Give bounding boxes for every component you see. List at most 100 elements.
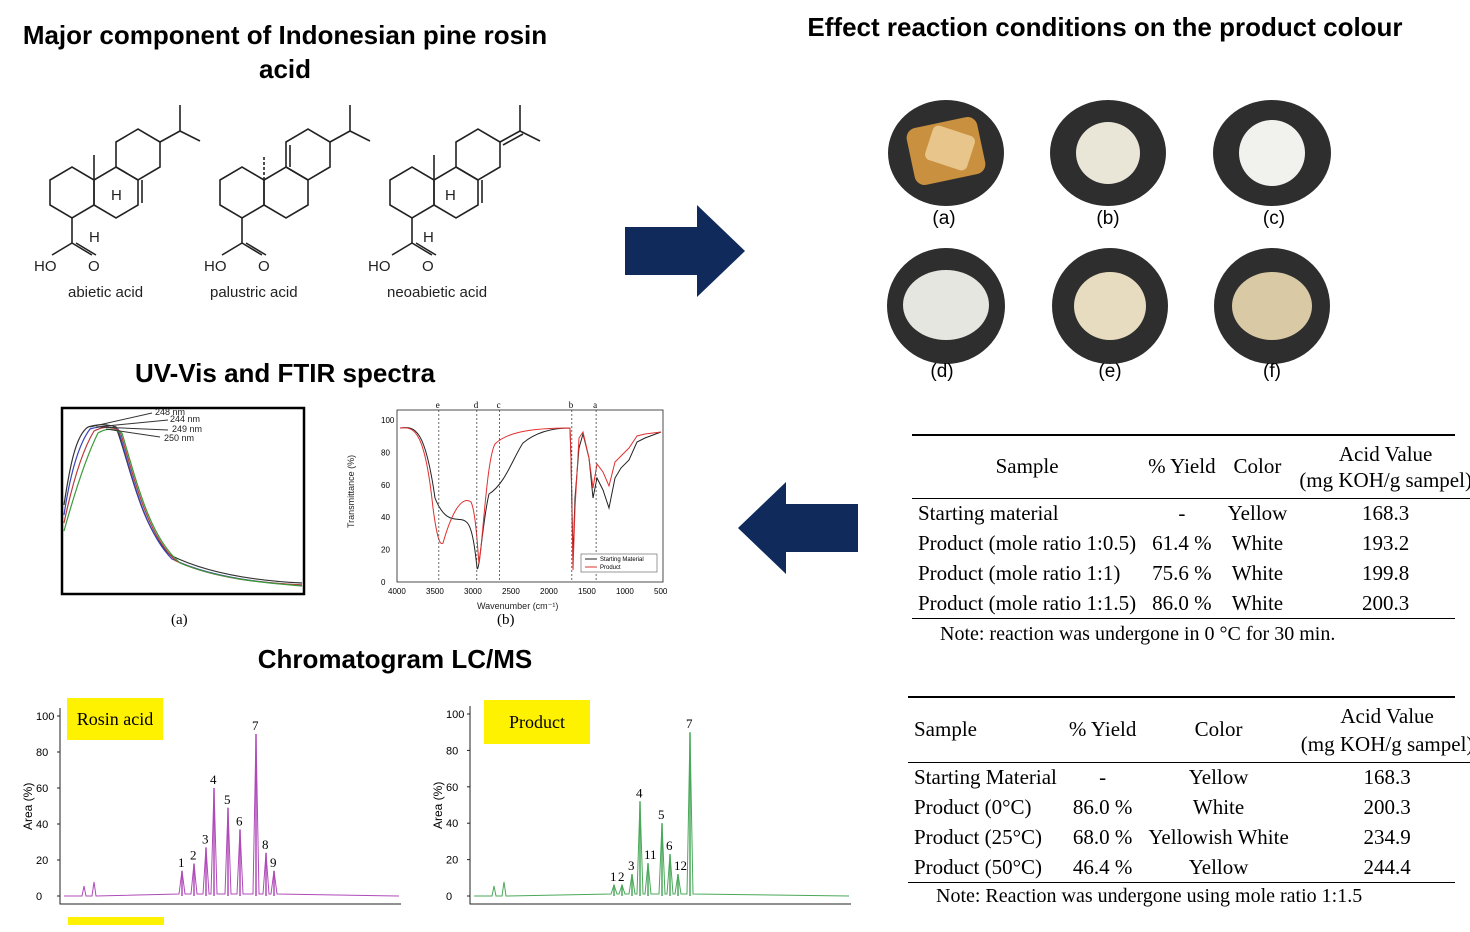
product-tag: Product	[484, 700, 590, 744]
ftir-x-tick: 2500	[502, 587, 520, 596]
abietic-h-bottom: H	[89, 229, 100, 246]
t1-cell: 86.0 %	[1152, 590, 1212, 615]
chrom-y-tick: 60	[36, 783, 48, 795]
ftir-y-tick: 60	[381, 481, 390, 490]
t1-cell: Yellow	[1227, 500, 1288, 525]
uvvis-label-244: 244 nm	[170, 414, 200, 424]
neoabietic-h-top: H	[445, 187, 456, 204]
ftir-panel-label: (b)	[497, 612, 515, 628]
t1-header-acid: Acid Value	[1338, 441, 1433, 466]
palustric-ho: HO	[204, 258, 227, 275]
ftir-x-tick: 1500	[578, 587, 596, 596]
t2-cell: Starting Material	[914, 764, 1057, 789]
photo-label-d: (d)	[930, 361, 954, 382]
t1-header-acid-unit: (mg KOH/g sampel)	[1299, 467, 1470, 492]
t2-header-yield: % Yield	[1068, 717, 1137, 742]
photo-c	[1213, 100, 1331, 206]
palustric-acid-structure	[219, 105, 371, 256]
chrom-trace	[474, 732, 850, 897]
palustric-acid-label: palustric acid	[210, 284, 298, 301]
t2-cell: Yellow	[1188, 854, 1249, 879]
chrom-y-tick: 40	[446, 818, 458, 830]
chrom-peak-label: 1	[610, 869, 617, 884]
ftir-xlabel: Wavenumber (cm⁻¹)	[477, 601, 558, 611]
chrom-y-tick: 100	[36, 711, 54, 723]
chrom-peak-label: 6	[666, 838, 673, 853]
ftir-marker-label: e	[436, 400, 440, 410]
t1-row: Starting material - Yellow 168.3	[912, 498, 1470, 528]
ftir-marker-label: c	[497, 400, 501, 410]
chrom-peak-label: 2	[618, 869, 625, 884]
arrow-left-shape	[738, 482, 858, 574]
palustric-o: O	[258, 258, 270, 275]
ftir-x-tick: 500	[654, 587, 668, 596]
ftir-y-tick: 80	[381, 448, 390, 457]
heading-chromatogram: Chromatogram LC/MS	[257, 644, 533, 674]
ftir-product-line	[399, 427, 662, 571]
results-table-temperature: Sample % Yield Color Acid Value (mg KOH/g…	[908, 696, 1470, 908]
t1-cell: White	[1231, 590, 1284, 615]
photo-b	[1050, 100, 1166, 206]
chrom-peak-label: 2	[190, 848, 197, 863]
chrom-y-tick: 20	[36, 855, 48, 867]
chrom-y-tick: 20	[446, 855, 458, 867]
arrow-left-icon	[738, 482, 858, 574]
t1-row: Product (mole ratio 1:1.5) 86.0 % White 200…	[912, 588, 1470, 618]
abietic-h-top: H	[111, 187, 122, 204]
t1-cell: 61.4 %	[1152, 530, 1212, 555]
chrom-peak-label: 6	[236, 813, 243, 828]
t1-cell: White	[1231, 530, 1284, 555]
t2-note: Note: Reaction was undergone using mole …	[936, 885, 1363, 907]
ftir-frame	[396, 409, 664, 583]
photo-label-c: (c)	[1262, 208, 1286, 229]
chrom-y-tick: 80	[36, 747, 48, 759]
ftir-y-tick: 100	[381, 416, 395, 425]
t1-row: Product (mole ratio 1:1) 75.6 % White 199.8	[912, 558, 1470, 588]
t2-cell: Product (25°C)	[914, 824, 1042, 849]
chrom-y-tick: 80	[446, 745, 458, 757]
ftir-x-tick: 4000	[388, 587, 406, 596]
t2-cell: Product (50°C)	[914, 854, 1042, 879]
chrom-axis	[59, 708, 401, 905]
results-table-mole-ratio: Sample % Yield Color Acid Value (mg KOH/g…	[912, 434, 1470, 646]
ftir-x-tick: 1000	[616, 587, 634, 596]
photo-e	[1052, 248, 1168, 364]
ftir-y-tick: 20	[381, 546, 390, 555]
ftir-spectrum: 4000 3500 3000 2500 2000 1500 1000 500 0 20 40 60 80…	[346, 400, 668, 611]
chrom-y-tick: 0	[36, 891, 42, 903]
t2-row: Product (25°C) 68.0 % Yellowish White 234.9	[908, 822, 1470, 852]
t2-header-acid: Acid Value	[1340, 703, 1434, 728]
t2-header-sample: Sample	[914, 717, 977, 742]
arrow-right-shape	[625, 205, 745, 297]
uvvis-label-250: 250 nm	[164, 433, 194, 443]
uvvis-label-248: 248 nm	[155, 407, 185, 417]
t2-cell: 244.4	[1363, 854, 1411, 879]
chrom-peak-label: 11	[644, 847, 657, 862]
t2-cell: 168.3	[1363, 764, 1411, 789]
heading-rosin-components: Major component of Indonesian pine rosin…	[22, 20, 548, 84]
t1-cell: Product (mole ratio 1:1)	[918, 560, 1121, 585]
neoabietic-ho: HO	[368, 258, 391, 275]
arrow-right-icon	[625, 205, 745, 297]
abietic-acid-label: abietic acid	[68, 284, 143, 301]
t2-row: Product (0°C) 86.0 % White 200.3	[908, 792, 1470, 822]
neoabietic-h-bottom: H	[423, 229, 434, 246]
t1-cell: 199.8	[1362, 560, 1410, 585]
chrom-peak-label: 7	[252, 718, 259, 733]
t2-cell: White	[1192, 794, 1245, 819]
t2-cell: Yellow	[1188, 764, 1249, 789]
t2-row: Starting Material - Yellow 168.3	[908, 762, 1470, 792]
t1-cell: 200.3	[1362, 590, 1410, 615]
chrom-y-tick: 0	[446, 891, 452, 903]
uvvis-label-249: 249 nm	[172, 424, 202, 434]
chrom-peak-label: 4	[210, 772, 217, 787]
t2-cell: 46.4 %	[1072, 854, 1133, 879]
photo-label-f: (f)	[1263, 361, 1281, 382]
t1-cell: 193.2	[1362, 530, 1410, 555]
t2-header-acid-unit: (mg KOH/g sampel)	[1300, 731, 1470, 756]
chrom-y-tick: 60	[446, 782, 458, 794]
heading-spectra: UV-Vis and FTIR spectra	[134, 358, 436, 388]
ftir-x-tick: 3500	[426, 587, 444, 596]
ftir-ylabel: Transmittance (%)	[346, 455, 356, 528]
photo-label-a: (a)	[932, 208, 956, 229]
